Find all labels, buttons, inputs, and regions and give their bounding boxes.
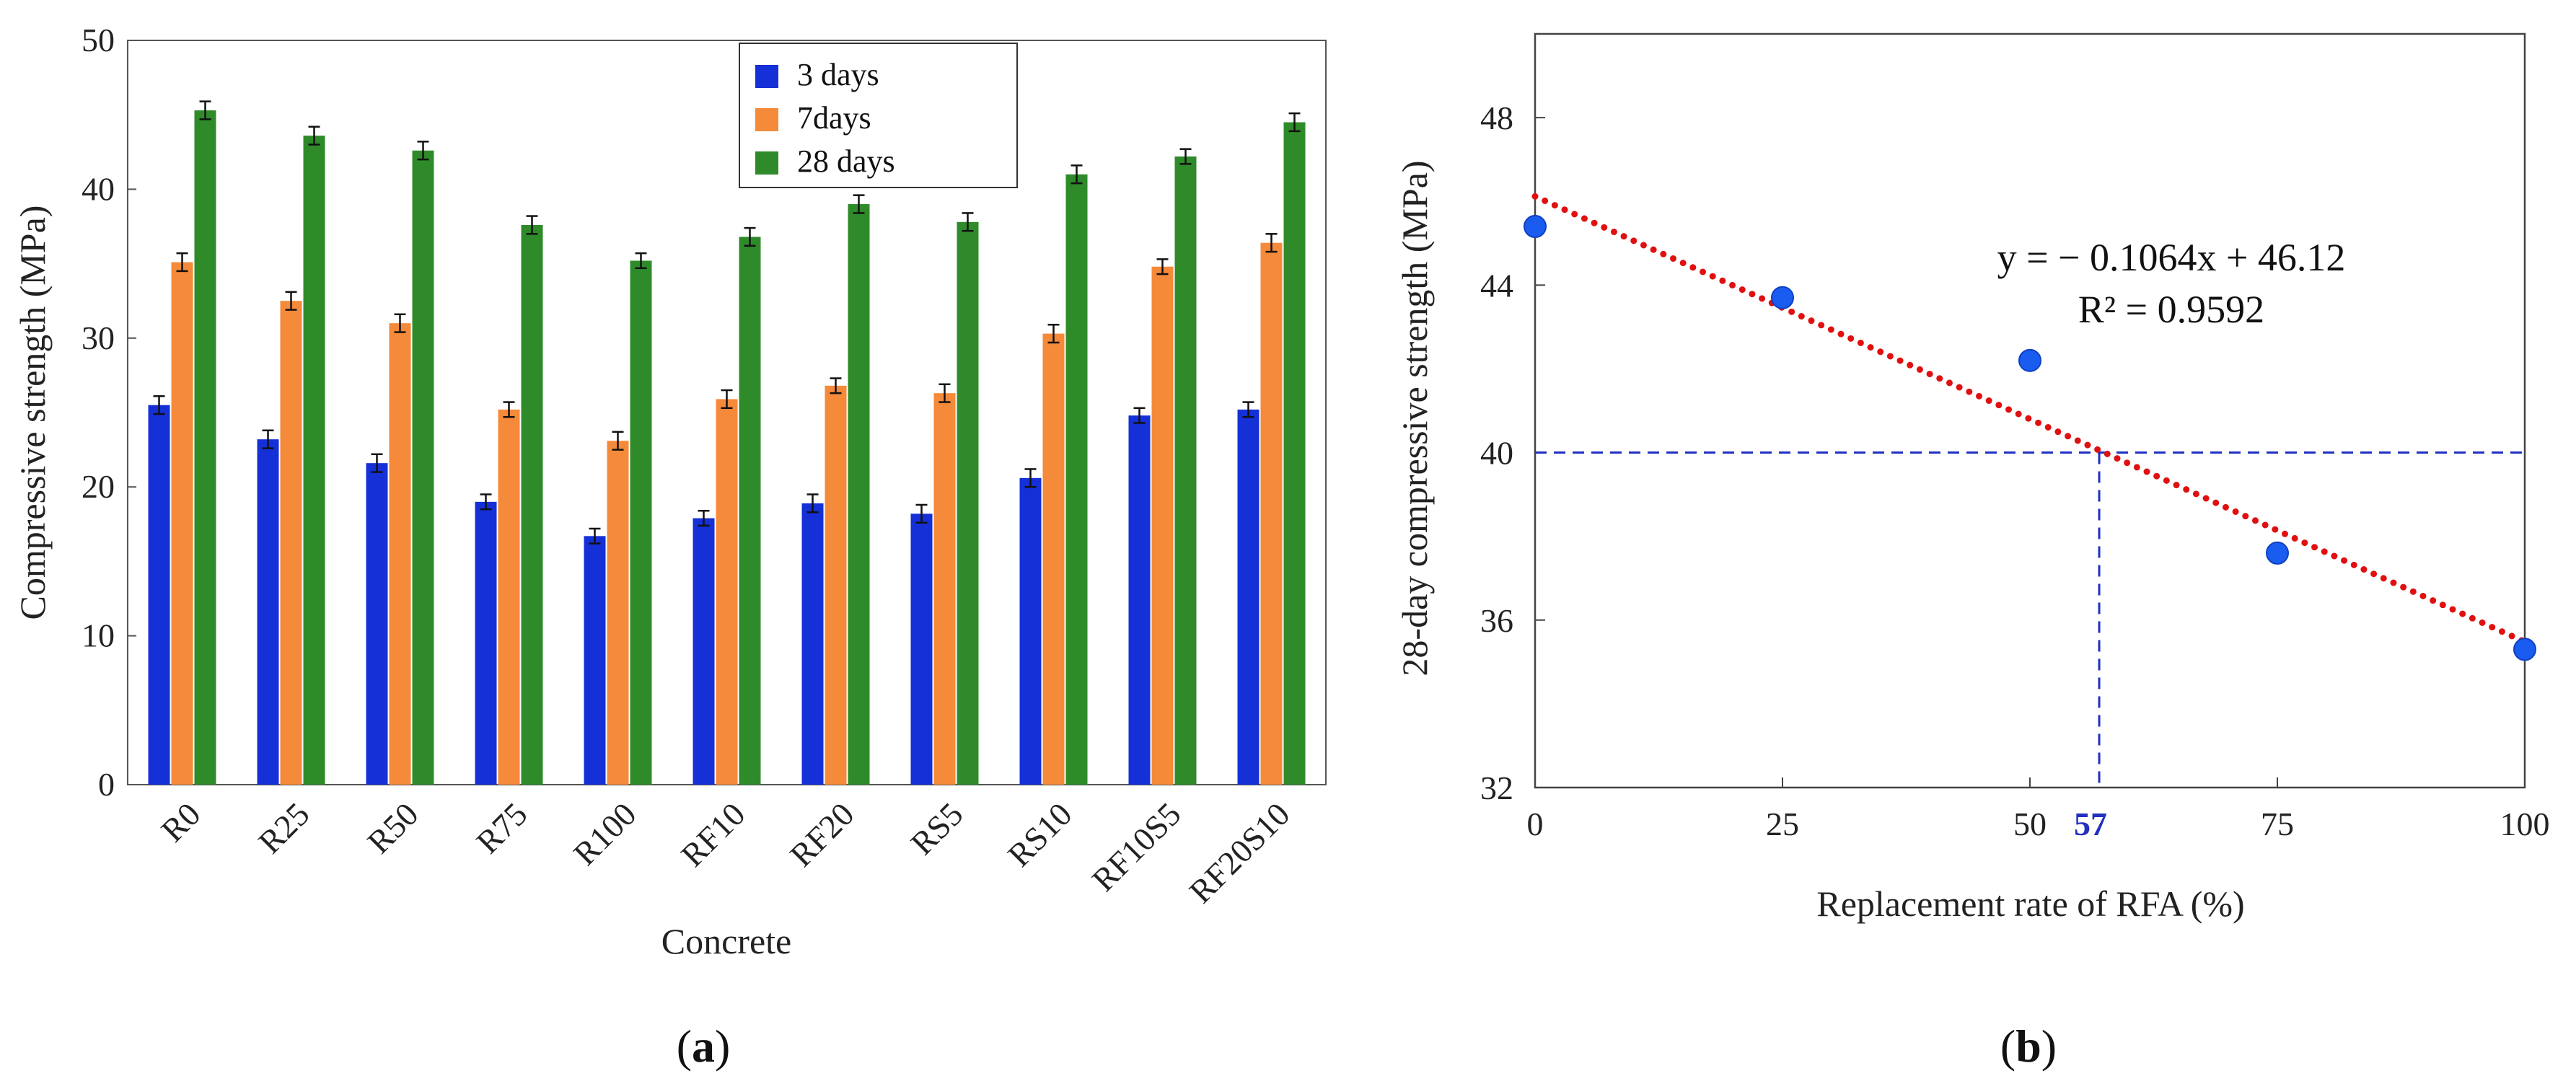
panel-a-y-tick-label: 20 <box>82 468 115 505</box>
panel-a-y-tick-label: 40 <box>82 170 115 207</box>
panel-a-legend-box <box>739 43 1018 188</box>
panel-a-label-open: ( <box>677 1020 692 1072</box>
panel-a-legend-swatch <box>755 65 778 88</box>
panel-a-x-tick-label: R100 <box>566 795 643 873</box>
panel-a-x-tick-label: RF20S10 <box>1182 795 1297 910</box>
panel-a-bar <box>716 399 738 785</box>
panel-a-x-tick-label: R25 <box>251 795 316 860</box>
panel-a-x-tick-label: RF10 <box>674 795 752 873</box>
panel-a-legend-swatch <box>755 151 778 175</box>
panel-a-bar <box>171 262 193 785</box>
panel-a-bar <box>910 513 933 785</box>
panel-a-bar <box>1042 333 1065 785</box>
panel-a-bar-chart: 0 10 20 30 40 50 R0 R25 R50 R75 R100 RF10 RF20 RS5 RS1… <box>12 22 1327 1072</box>
panel-b-data-point <box>1771 286 1794 309</box>
panel-b-y-tick-label: 40 <box>1480 435 1513 472</box>
panel-b-x-tick-label: 50 <box>2013 806 2047 842</box>
panel-a-bar <box>1174 156 1197 785</box>
panel-b-x-tick-label: 0 <box>1527 806 1544 842</box>
panel-a-x-tick-label: RF10S5 <box>1085 795 1188 899</box>
panel-a-x-tick-label: R0 <box>154 795 208 849</box>
panel-a-y-tick-label: 0 <box>98 766 115 803</box>
panel-b-y-tick-label: 32 <box>1480 770 1513 806</box>
panel-b-y-tick-label: 36 <box>1480 602 1513 639</box>
panel-a-x-tick-label: R75 <box>469 795 534 860</box>
panel-a-x-tick-label: RS10 <box>1001 795 1078 873</box>
panel-b-y-tick-label: 48 <box>1480 100 1513 136</box>
panel-a-label-close: ) <box>715 1020 730 1072</box>
panel-a-x-tick-label: RS5 <box>903 795 970 862</box>
panel-b-y-tick-label: 44 <box>1480 267 1513 304</box>
panel-b-label-letter: b <box>2015 1020 2041 1072</box>
panel-a-bar <box>1128 415 1151 785</box>
panel-b-data-point <box>2266 541 2289 565</box>
panel-a-y-axis-title: Compressive strength (MPa) <box>12 206 53 620</box>
panel-a-bar <box>303 136 325 785</box>
panel-b-label: (b) <box>2000 1020 2057 1072</box>
panel-b-x-tick-label: 25 <box>1766 806 1799 842</box>
panel-b-trendline <box>1531 193 2528 645</box>
panel-b-data-point <box>2513 638 2536 661</box>
panel-a-bar <box>194 110 216 785</box>
panel-a-legend-label: 28 days <box>797 144 895 179</box>
panel-a-bar <box>389 323 411 785</box>
panel-a-bar <box>280 301 302 785</box>
panel-a-bar <box>1065 174 1088 785</box>
panel-a-x-tick-label: R50 <box>360 795 425 860</box>
panel-b-r-squared: R² = 0.9592 <box>2078 288 2264 331</box>
panel-a-bar <box>1237 409 1260 785</box>
panel-a-bar <box>498 409 520 785</box>
panel-a-bar <box>801 503 824 785</box>
panel-b-x-tick-label: 75 <box>2261 806 2294 842</box>
panel-a-bar <box>848 204 870 785</box>
panel-a-bar <box>521 224 543 785</box>
panel-a-bar <box>1260 242 1283 785</box>
panel-a-bar <box>148 405 170 785</box>
panel-a-bar <box>475 501 497 785</box>
panel-a-bar <box>366 463 388 785</box>
panel-b-data-point <box>1524 215 1547 239</box>
panel-a-bar <box>957 221 979 785</box>
panel-b-x-tick-label: 100 <box>2500 806 2550 842</box>
panel-b-label-open: ( <box>2000 1020 2015 1072</box>
panel-b-reference-x-label: 57 <box>2074 806 2107 842</box>
panel-b-y-axis-title: 28-day compressive strength (MPa) <box>1394 160 1435 676</box>
panel-a-bar <box>412 150 434 785</box>
panel-a-bar <box>584 536 606 785</box>
panel-b-data-point <box>2018 348 2041 372</box>
panel-a-x-axis-title: Concrete <box>661 921 791 961</box>
panel-a-bar <box>1019 477 1042 785</box>
panel-a-bar <box>1151 266 1174 785</box>
panel-a-bar <box>1283 122 1306 785</box>
panel-a-legend-swatch <box>755 108 778 131</box>
panel-a-y-tick-label: 50 <box>82 22 115 58</box>
panel-a-bar <box>933 393 956 785</box>
panel-b-label-close: ) <box>2041 1020 2057 1072</box>
panel-a-bar <box>739 237 761 785</box>
panel-a-y-tick-label: 30 <box>82 319 115 356</box>
panel-a-bar <box>630 260 652 785</box>
panel-a-bar <box>607 441 629 785</box>
panel-a-bar <box>825 385 847 785</box>
panel-a-x-tick-label: RF20 <box>783 795 861 873</box>
panel-a-bar <box>257 439 279 785</box>
panel-b-x-axis-title: Replacement rate of RFA (%) <box>1816 883 2244 924</box>
panel-a-label-letter: a <box>692 1020 715 1072</box>
panel-b-scatter-chart: 32 36 40 44 48 0 25 50 75 100 57 y = − 0.1064x + 46… <box>1394 32 2550 1072</box>
panel-a-bar <box>693 518 715 785</box>
panel-a-legend-label: 7days <box>797 100 871 136</box>
panel-b-equation: y = − 0.1064x + 46.12 <box>1997 236 2346 279</box>
panel-a-legend-label: 3 days <box>797 57 879 92</box>
panel-b-plot-frame <box>1534 32 2526 789</box>
panel-a-label: (a) <box>677 1020 731 1072</box>
panel-a-y-tick-label: 10 <box>82 617 115 654</box>
